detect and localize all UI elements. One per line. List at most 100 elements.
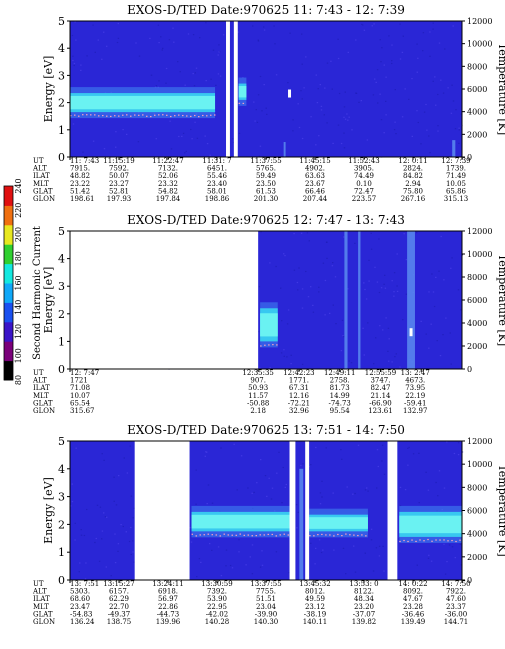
colorbar-tick-label: 80 xyxy=(14,375,23,385)
row-label: MLT xyxy=(33,180,49,188)
heatmap-cell xyxy=(101,530,104,532)
no-data-region xyxy=(134,441,190,580)
heatmap-cell xyxy=(428,554,430,556)
heatmap-cell xyxy=(402,35,404,37)
no-data-region xyxy=(70,231,259,369)
y-tick-label: 1 xyxy=(58,124,65,137)
y-tick-label: 3 xyxy=(58,280,65,293)
heatmap-cell xyxy=(74,539,76,541)
row-label: GLON xyxy=(33,618,55,626)
heatmap-cell xyxy=(431,273,433,275)
heatmap-cell xyxy=(399,505,402,507)
row-value: 315.67 xyxy=(70,407,95,415)
heatmap-cell xyxy=(432,291,435,293)
heatmap-cell xyxy=(165,82,167,84)
row-value: 6918. xyxy=(158,588,178,596)
heatmap-cell xyxy=(377,465,379,468)
heatmap-cell xyxy=(263,84,265,86)
row-label: UT xyxy=(33,157,44,165)
temperature-point xyxy=(227,534,230,536)
heatmap-cell xyxy=(453,452,456,455)
heatmap-cell xyxy=(388,338,390,340)
heatmap-cell xyxy=(318,539,321,541)
heatmap-cell xyxy=(393,129,396,131)
heatmap-cell xyxy=(446,441,448,443)
row-value: 13:53: 0 xyxy=(349,580,378,588)
row-value: 1721 xyxy=(70,377,88,385)
temperature-point xyxy=(268,344,270,346)
heatmap-cell xyxy=(396,253,398,255)
heatmap-cell xyxy=(412,453,415,455)
row-value: 13:30:59 xyxy=(201,580,232,588)
row-value: 7922. xyxy=(446,588,466,596)
spectrogram-panel-1: EXOS-D/TED Date:970625 11: 7:43 - 12: 7:… xyxy=(32,3,505,203)
heatmap-cell xyxy=(450,267,452,269)
row-value: 12: 0:11 xyxy=(398,157,427,165)
heatmap-cell xyxy=(443,543,445,545)
heatmap-cell xyxy=(306,232,309,234)
row-value: 50.07 xyxy=(109,172,129,180)
heatmap-cell xyxy=(429,31,431,33)
row-value: 12:42:23 xyxy=(283,369,314,377)
heatmap-cell xyxy=(448,544,451,546)
heatmap-cell xyxy=(217,73,220,75)
heatmap-cell xyxy=(298,126,301,129)
heatmap-cell xyxy=(118,475,120,477)
temperature-point xyxy=(211,534,214,536)
row-value: 82.47 xyxy=(370,384,390,392)
heatmap-cell xyxy=(326,257,328,259)
y-tick-label: 2 xyxy=(58,518,65,531)
heatmap-cell xyxy=(387,350,389,352)
heatmap-band-core xyxy=(238,86,247,98)
heatmap-cell xyxy=(297,289,299,291)
y-tick-label: 1 xyxy=(58,335,65,348)
temperature-point xyxy=(419,539,421,541)
heatmap-band-core xyxy=(70,95,216,110)
heatmap-cell xyxy=(192,34,195,36)
heatmap-cell xyxy=(428,135,430,137)
heatmap-cell xyxy=(442,92,445,94)
heatmap-cell xyxy=(204,455,206,457)
y-right-tick-label: 2000 xyxy=(467,553,487,562)
heatmap-cell xyxy=(281,320,283,322)
heatmap-cell xyxy=(437,93,439,96)
row-value: 63.63 xyxy=(305,172,325,180)
heatmap-cell xyxy=(375,81,377,83)
heatmap-cell xyxy=(259,367,261,369)
temperature-point xyxy=(130,115,132,117)
row-value: -42.02 xyxy=(206,610,228,618)
heatmap-cell xyxy=(388,35,390,37)
heatmap-cell xyxy=(92,140,95,142)
heatmap-cell xyxy=(385,317,387,319)
heatmap-cell xyxy=(377,102,379,104)
heatmap-cell xyxy=(150,74,153,76)
heatmap-cell xyxy=(113,476,115,478)
heatmap-cell xyxy=(292,130,294,132)
heatmap-cell xyxy=(319,503,322,505)
heatmap-cell xyxy=(137,141,140,143)
colorbar-segment xyxy=(4,263,13,284)
heatmap-cell xyxy=(338,92,341,95)
colorbar-tick-label: 160 xyxy=(14,275,23,290)
row-value: 207.44 xyxy=(303,195,328,203)
heatmap-cell xyxy=(86,508,88,511)
heatmap-cell xyxy=(217,54,219,56)
heatmap-cell xyxy=(130,526,132,529)
temperature-point xyxy=(272,344,274,346)
row-value: 12:49:11 xyxy=(324,369,355,377)
row-value: 1739. xyxy=(446,165,466,173)
heatmap-cell xyxy=(130,553,132,556)
row-value: 907. xyxy=(250,377,266,385)
heatmap-cell xyxy=(189,527,191,529)
heatmap-cell xyxy=(315,74,317,76)
heatmap-cell xyxy=(249,556,251,558)
heatmap-cell xyxy=(73,62,76,65)
row-value: 1771. xyxy=(289,377,309,385)
heatmap-cell xyxy=(298,267,300,269)
heatmap-cell xyxy=(312,311,315,313)
row-value: 22.19 xyxy=(405,392,425,400)
y-right-tick-label: 8000 xyxy=(467,62,487,71)
row-value: 201.30 xyxy=(254,195,279,203)
spectrogram-panel-3: EXOS-D/TED Date:970625 13: 7:51 - 14: 7:… xyxy=(32,423,505,626)
heatmap-stripe xyxy=(299,468,304,580)
